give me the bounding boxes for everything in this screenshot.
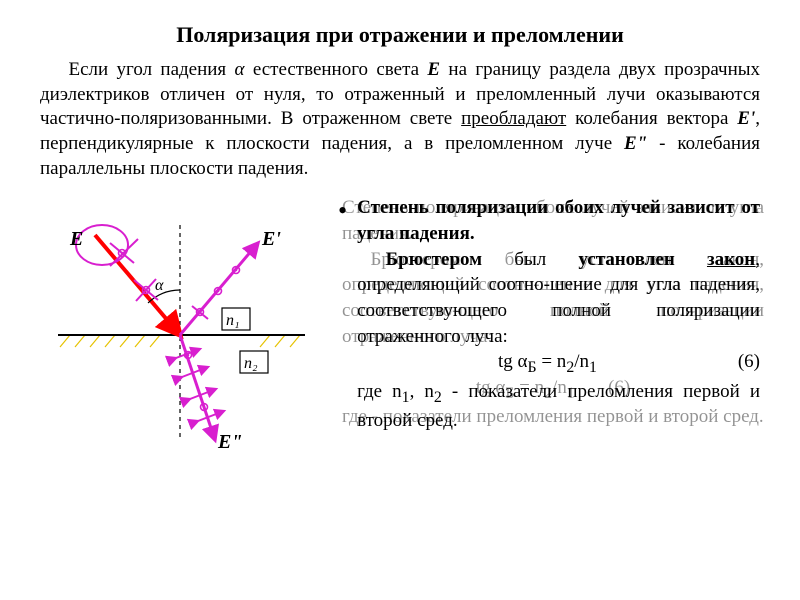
label-n1: n₁ — [226, 312, 240, 329]
lower-section: α — [40, 195, 760, 455]
page-title: Поляризация при отражении и преломлении — [40, 22, 760, 48]
ghost-overlay-text: Степень поляризации обоих лучей зависит … — [342, 195, 764, 429]
intro-paragraph: Если угол падения α естественного света … — [40, 58, 760, 181]
label-E: E — [69, 228, 83, 250]
label-E-prime: E' — [261, 228, 281, 250]
label-n2: n₂ — [244, 355, 258, 372]
polarization-diagram: α — [40, 195, 320, 455]
right-column: Степень поляризации обоих лучей зависит … — [338, 195, 760, 433]
label-E-double-prime: E" — [217, 431, 242, 453]
